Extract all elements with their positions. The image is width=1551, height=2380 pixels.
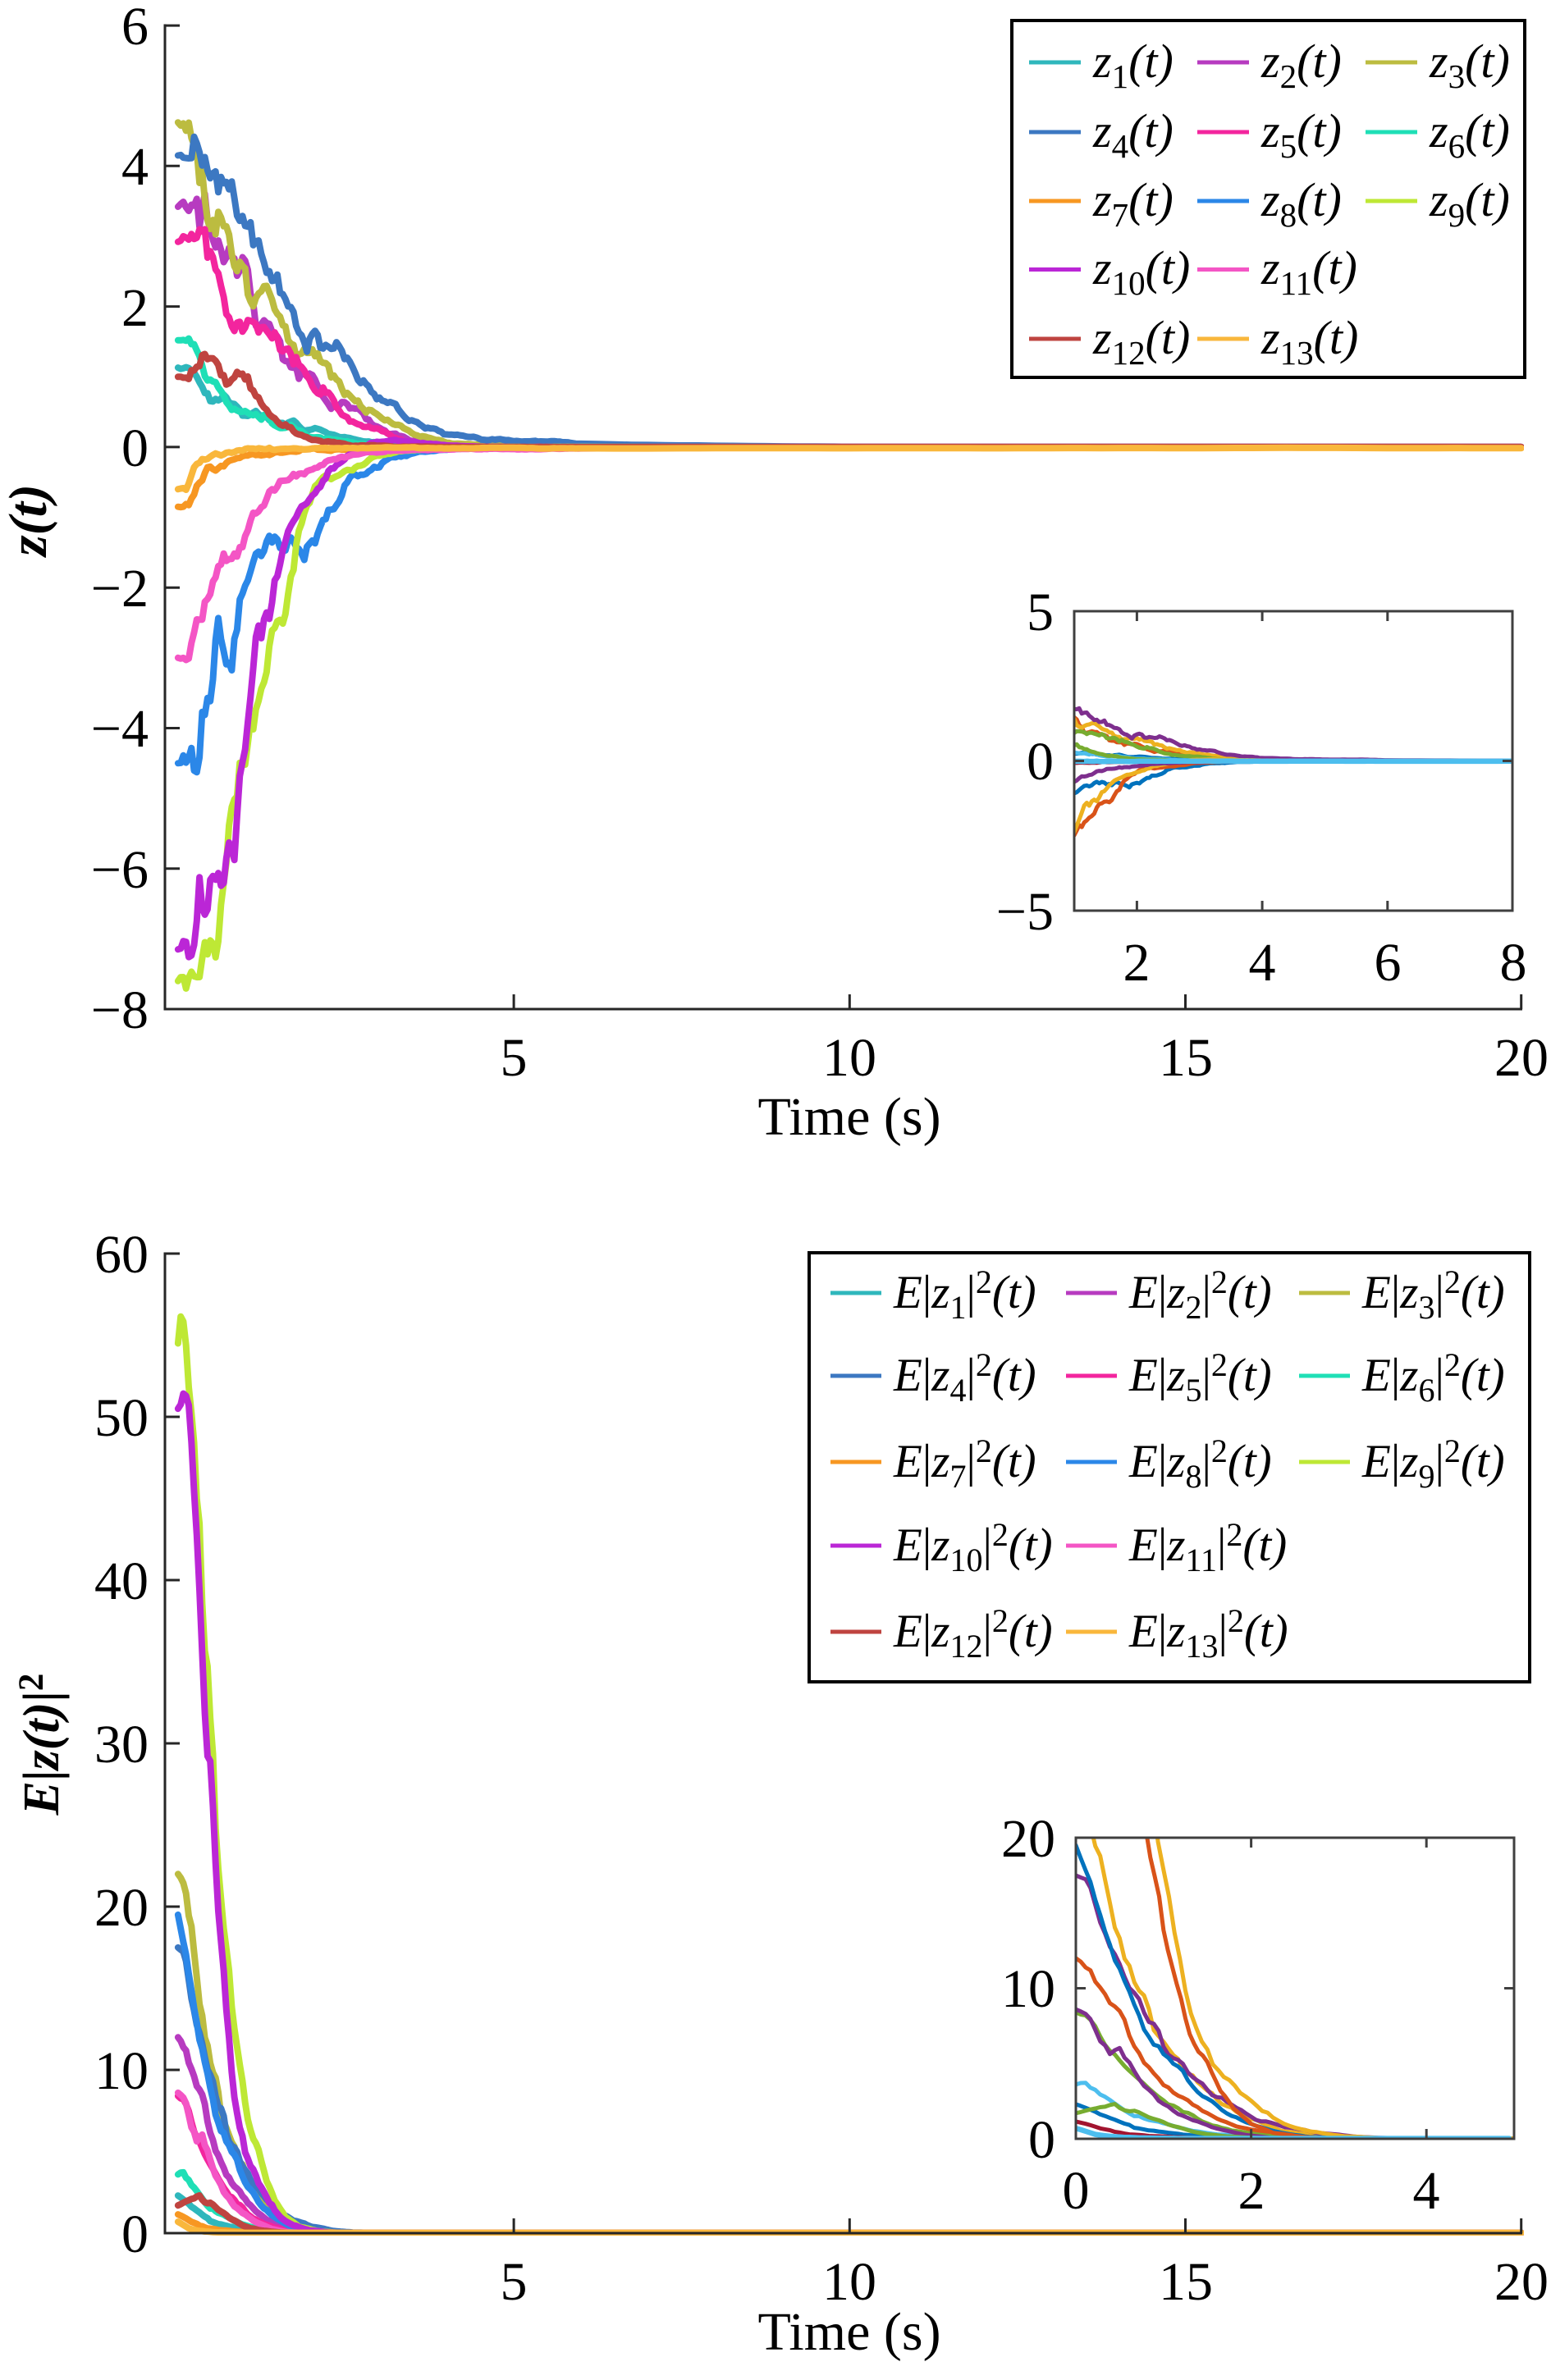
svg-text:20: 20 (94, 1878, 149, 1938)
svg-text:5: 5 (501, 2252, 528, 2312)
svg-text:15: 15 (1159, 1028, 1213, 1088)
svg-text:−5: −5 (996, 882, 1054, 942)
svg-text:E|z8|2(t): E|z8|2(t) (1128, 1432, 1272, 1495)
svg-text:z12(t): z12(t) (1092, 311, 1190, 372)
svg-text:E|z9|2(t): E|z9|2(t) (1361, 1432, 1505, 1495)
svg-text:E|z1|2(t): E|z1|2(t) (893, 1263, 1036, 1326)
svg-text:20: 20 (1001, 1809, 1055, 1869)
svg-text:10: 10 (1001, 1959, 1055, 2019)
svg-text:z11(t): z11(t) (1260, 241, 1357, 302)
svg-text:−8: −8 (91, 980, 149, 1040)
svg-text:0: 0 (121, 418, 149, 478)
svg-text:z2(t): z2(t) (1260, 34, 1342, 95)
svg-text:z7(t): z7(t) (1092, 173, 1174, 234)
svg-text:4: 4 (1249, 933, 1276, 993)
svg-text:−4: −4 (91, 699, 149, 759)
svg-text:z1(t): z1(t) (1092, 34, 1174, 95)
svg-text:5: 5 (1027, 582, 1054, 642)
svg-text:E|z5|2(t): E|z5|2(t) (1128, 1346, 1272, 1409)
svg-text:0: 0 (1028, 2110, 1055, 2170)
svg-text:10: 10 (822, 1028, 876, 1088)
svg-text:z5(t): z5(t) (1260, 104, 1342, 165)
svg-text:E|z7|2(t): E|z7|2(t) (893, 1432, 1036, 1495)
svg-text:2: 2 (1238, 2161, 1265, 2221)
svg-text:2: 2 (121, 278, 149, 338)
svg-text:E|z2|2(t): E|z2|2(t) (1128, 1263, 1272, 1326)
svg-text:Time (s): Time (s) (757, 2302, 940, 2362)
svg-text:2: 2 (1123, 933, 1151, 993)
svg-text:z10(t): z10(t) (1092, 241, 1190, 302)
svg-text:E|z13|2(t): E|z13|2(t) (1128, 1602, 1288, 1665)
svg-text:40: 40 (94, 1551, 149, 1611)
svg-text:10: 10 (94, 2041, 149, 2101)
svg-text:z13(t): z13(t) (1260, 311, 1358, 372)
svg-text:6: 6 (121, 0, 149, 57)
svg-text:20: 20 (1494, 1028, 1549, 1088)
svg-text:z3(t): z3(t) (1429, 34, 1510, 95)
svg-text:Time (s): Time (s) (757, 1087, 940, 1147)
svg-text:30: 30 (94, 1715, 149, 1775)
svg-text:0: 0 (1027, 732, 1054, 792)
svg-text:E|z11|2(t): E|z11|2(t) (1128, 1516, 1287, 1578)
svg-text:E|z6|2(t): E|z6|2(t) (1361, 1346, 1505, 1409)
svg-text:z4(t): z4(t) (1092, 104, 1174, 165)
svg-text:5: 5 (501, 1028, 528, 1088)
svg-text:50: 50 (94, 1388, 149, 1448)
svg-text:4: 4 (121, 137, 149, 197)
svg-text:E|z12|2(t): E|z12|2(t) (893, 1602, 1053, 1665)
svg-text:0: 0 (121, 2204, 149, 2264)
svg-text:−6: −6 (91, 840, 149, 900)
svg-text:60: 60 (94, 1225, 149, 1285)
svg-text:z9(t): z9(t) (1429, 173, 1510, 234)
svg-text:8: 8 (1500, 933, 1527, 993)
svg-text:−2: −2 (91, 559, 149, 619)
svg-text:4: 4 (1413, 2161, 1440, 2221)
svg-text:E|z3|2(t): E|z3|2(t) (1361, 1263, 1505, 1326)
svg-text:20: 20 (1494, 2252, 1549, 2312)
svg-text:E|z(t)|2: E|z(t)|2 (12, 1674, 70, 1816)
svg-text:z6(t): z6(t) (1429, 104, 1510, 165)
svg-text:15: 15 (1159, 2252, 1213, 2312)
svg-text:10: 10 (822, 2252, 876, 2312)
svg-text:6: 6 (1375, 933, 1402, 993)
svg-text:0: 0 (1063, 2161, 1090, 2221)
svg-text:z8(t): z8(t) (1260, 173, 1342, 234)
svg-text:z(t): z(t) (0, 484, 58, 558)
svg-text:E|z10|2(t): E|z10|2(t) (893, 1516, 1053, 1578)
svg-text:E|z4|2(t): E|z4|2(t) (893, 1346, 1036, 1409)
